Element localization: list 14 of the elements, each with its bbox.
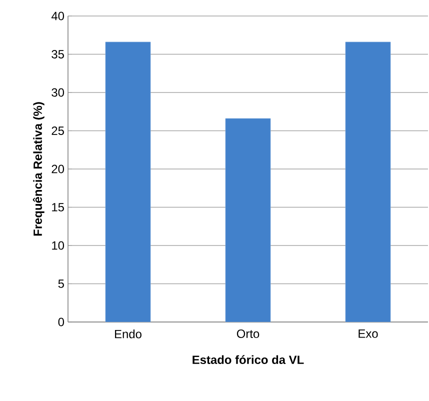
y-tick-label: 0 <box>58 318 64 326</box>
y-tick-label: 20 <box>52 164 64 174</box>
y-tick-label: 25 <box>52 126 64 135</box>
y-tick-label: 35 <box>52 50 64 58</box>
y-tick-label: 40 <box>51 12 64 20</box>
y-tick-label: 15 <box>52 203 64 212</box>
x-tick-label: Endo <box>115 330 142 338</box>
x-tick-label: Exo <box>358 330 378 338</box>
x-axis-title: Estado fórico da VL <box>192 355 304 364</box>
x-tick-label: Orto <box>236 330 260 338</box>
y-tick-label: 10 <box>52 241 64 250</box>
y-tick-label: 5 <box>58 280 64 288</box>
y-tick-label: 30 <box>52 88 64 97</box>
y-axis-title: Frequência Relativa (%) <box>32 102 44 236</box>
